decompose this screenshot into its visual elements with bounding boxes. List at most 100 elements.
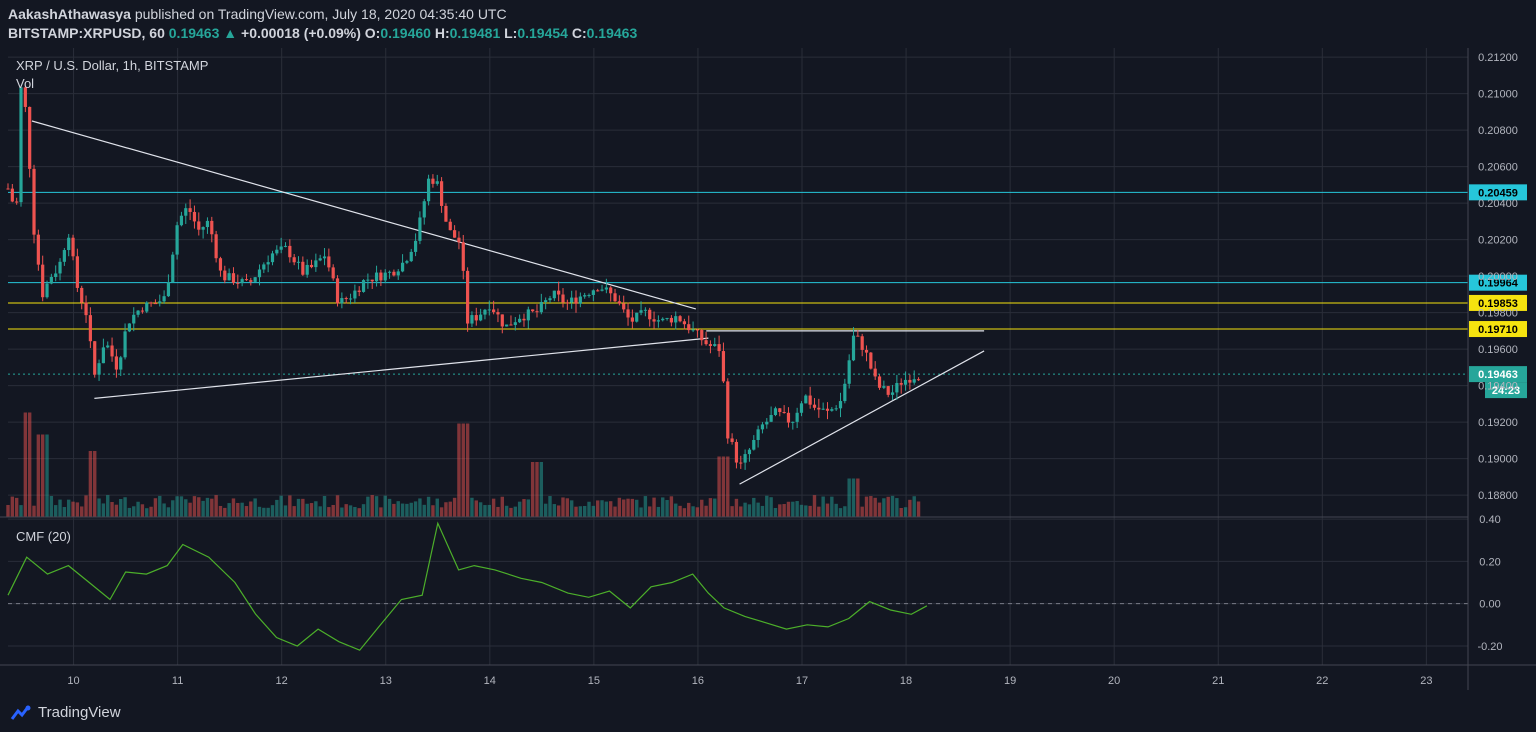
- trendline: [31, 120, 697, 310]
- candle-body: [795, 412, 799, 422]
- candle-body: [453, 230, 457, 238]
- candle-body: [561, 294, 565, 303]
- volume-bar: [691, 506, 695, 517]
- candle-body: [162, 296, 166, 302]
- volume-bar: [873, 497, 877, 517]
- volume-bar: [786, 501, 791, 517]
- volume-bar: [275, 499, 279, 517]
- candle-body: [283, 245, 288, 247]
- volume-bar: [153, 498, 158, 517]
- volume-bar: [288, 495, 292, 517]
- volume-bar: [504, 505, 509, 517]
- countdown-label-bg: [1485, 382, 1527, 399]
- candle-body: [500, 314, 504, 327]
- candle-body: [752, 439, 756, 450]
- candle-body: [348, 298, 353, 300]
- volume-bar: [84, 495, 88, 517]
- candle-body: [322, 256, 327, 259]
- volume-bar: [435, 498, 439, 517]
- volume-bar: [491, 498, 496, 517]
- price-tick-label: 0.19000: [1478, 454, 1518, 466]
- candle-body: [23, 87, 27, 107]
- candle-body: [769, 415, 773, 422]
- candle-body: [114, 356, 118, 370]
- volume-bar: [283, 505, 288, 517]
- volume-bar: [27, 412, 32, 517]
- volume-bar: [704, 505, 708, 517]
- author-name[interactable]: AakashAthawasya: [8, 6, 131, 22]
- volume-bar: [717, 456, 721, 517]
- volume-bar: [595, 500, 600, 517]
- volume-bar: [799, 504, 804, 517]
- volume-bar: [548, 496, 552, 517]
- volume-bar: [843, 506, 847, 517]
- candle-body: [448, 221, 452, 231]
- tradingview-cloud-icon: [10, 705, 31, 720]
- symbol-name[interactable]: BITSTAMP:XRPUSD, 60: [8, 25, 165, 41]
- volume-bar: [201, 500, 205, 517]
- candle-body: [335, 278, 340, 304]
- price-tick-label: 0.18800: [1478, 490, 1518, 502]
- volume-bar: [396, 501, 400, 517]
- candle-body: [782, 412, 786, 414]
- candle-body: [704, 340, 708, 345]
- candle-body: [513, 322, 517, 325]
- volume-bar: [613, 506, 617, 517]
- candle-body: [379, 272, 383, 281]
- candle-body: [509, 324, 513, 326]
- candle-body: [257, 269, 262, 278]
- candle-body: [67, 237, 71, 251]
- volume-bar: [726, 456, 730, 517]
- volume-bar: [127, 507, 132, 517]
- volume-bar: [327, 507, 331, 517]
- time-tick-label: 21: [1212, 675, 1224, 687]
- volume-bar: [608, 501, 613, 517]
- volume-bar: [708, 498, 713, 517]
- volume-bar: [179, 496, 184, 517]
- volume-bar: [379, 507, 383, 517]
- volume-bars: [6, 412, 921, 517]
- volume-bar: [773, 507, 778, 517]
- candle-body: [288, 245, 292, 258]
- candle-body: [426, 178, 431, 202]
- volume-bar: [569, 500, 574, 517]
- volume-bar: [908, 499, 912, 517]
- candle-body: [123, 331, 127, 358]
- candle-body: [132, 314, 136, 324]
- volume-bar: [457, 423, 461, 517]
- candle-body: [830, 409, 834, 411]
- candle-body: [678, 316, 682, 322]
- volume-bar: [565, 498, 570, 517]
- candle-body: [669, 317, 673, 323]
- volume-bar: [45, 434, 49, 517]
- volume-bar: [682, 508, 687, 517]
- current-price-label-bg: [1469, 366, 1527, 383]
- price-tick-label: 0.20200: [1478, 235, 1518, 247]
- volume-bar: [119, 498, 123, 517]
- candle-body: [75, 256, 79, 288]
- candle-body: [192, 211, 197, 222]
- cmf-tick-label: 0.40: [1479, 514, 1500, 526]
- time-tick-label: 20: [1108, 675, 1120, 687]
- volume-bar: [422, 504, 426, 517]
- candlesticks: [6, 85, 921, 470]
- volume-bar: [626, 498, 630, 517]
- volume-bar: [257, 506, 262, 517]
- candle-body: [392, 271, 396, 276]
- candle-body: [864, 349, 869, 353]
- candle-body: [292, 257, 296, 263]
- close-label: C:: [571, 25, 587, 41]
- candle-body: [136, 310, 140, 315]
- tradingview-logo[interactable]: TradingView: [8, 704, 121, 721]
- candle-body: [327, 256, 331, 268]
- time-tick-label: 18: [900, 675, 912, 687]
- volume-bar: [114, 504, 119, 517]
- candle-body: [231, 273, 236, 283]
- volume-bar: [808, 505, 812, 517]
- high-label: H:: [434, 25, 450, 41]
- candle-body: [591, 290, 595, 295]
- volume-bar: [648, 506, 652, 517]
- volume-bar: [890, 495, 895, 517]
- candle-body: [370, 279, 374, 282]
